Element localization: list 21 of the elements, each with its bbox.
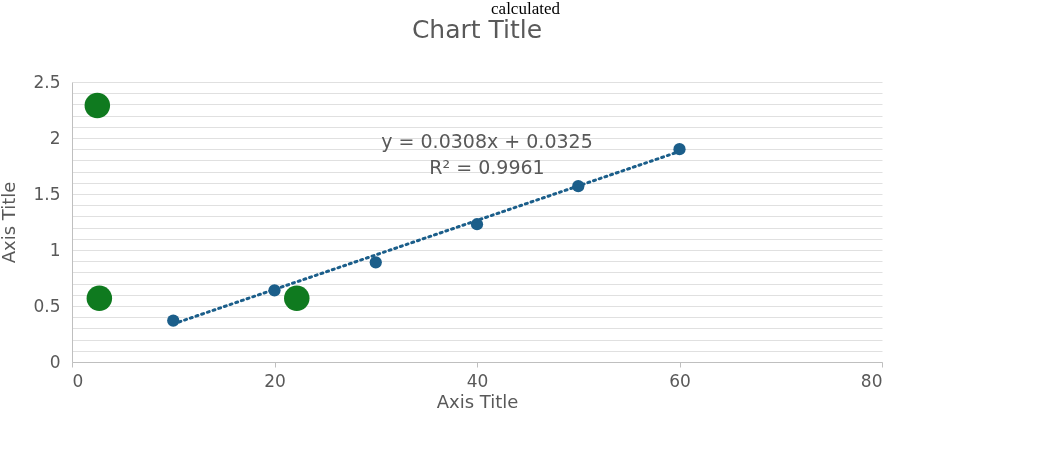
annotation: R² = 0.9961 [429,156,545,178]
point [284,285,310,311]
x-tick-label: 20 [264,370,286,391]
y-axis-title: Axis Title [0,181,20,264]
y-tick-label: 2 [49,127,61,148]
y-tick-label: 0 [49,351,61,372]
chart-title: Chart Title [411,15,543,44]
x-tick-label: 0 [72,370,84,391]
point [84,92,111,119]
x-axis-title: Axis Title [436,390,519,412]
y-tick-label: 1 [49,239,61,260]
text: calculated [490,0,561,18]
x-tick-label: 40 [466,370,489,391]
x-tick-label: 60 [669,370,691,391]
point [86,285,113,311]
annotation: y = 0.0308x + 0.0325 [381,130,593,152]
y-tick-label: 0.5 [33,295,61,316]
x-tick-label: 80 [860,370,883,391]
y-tick-label: 1.5 [33,183,61,204]
point [369,256,382,269]
y-tick-label: 2.5 [33,71,61,92]
